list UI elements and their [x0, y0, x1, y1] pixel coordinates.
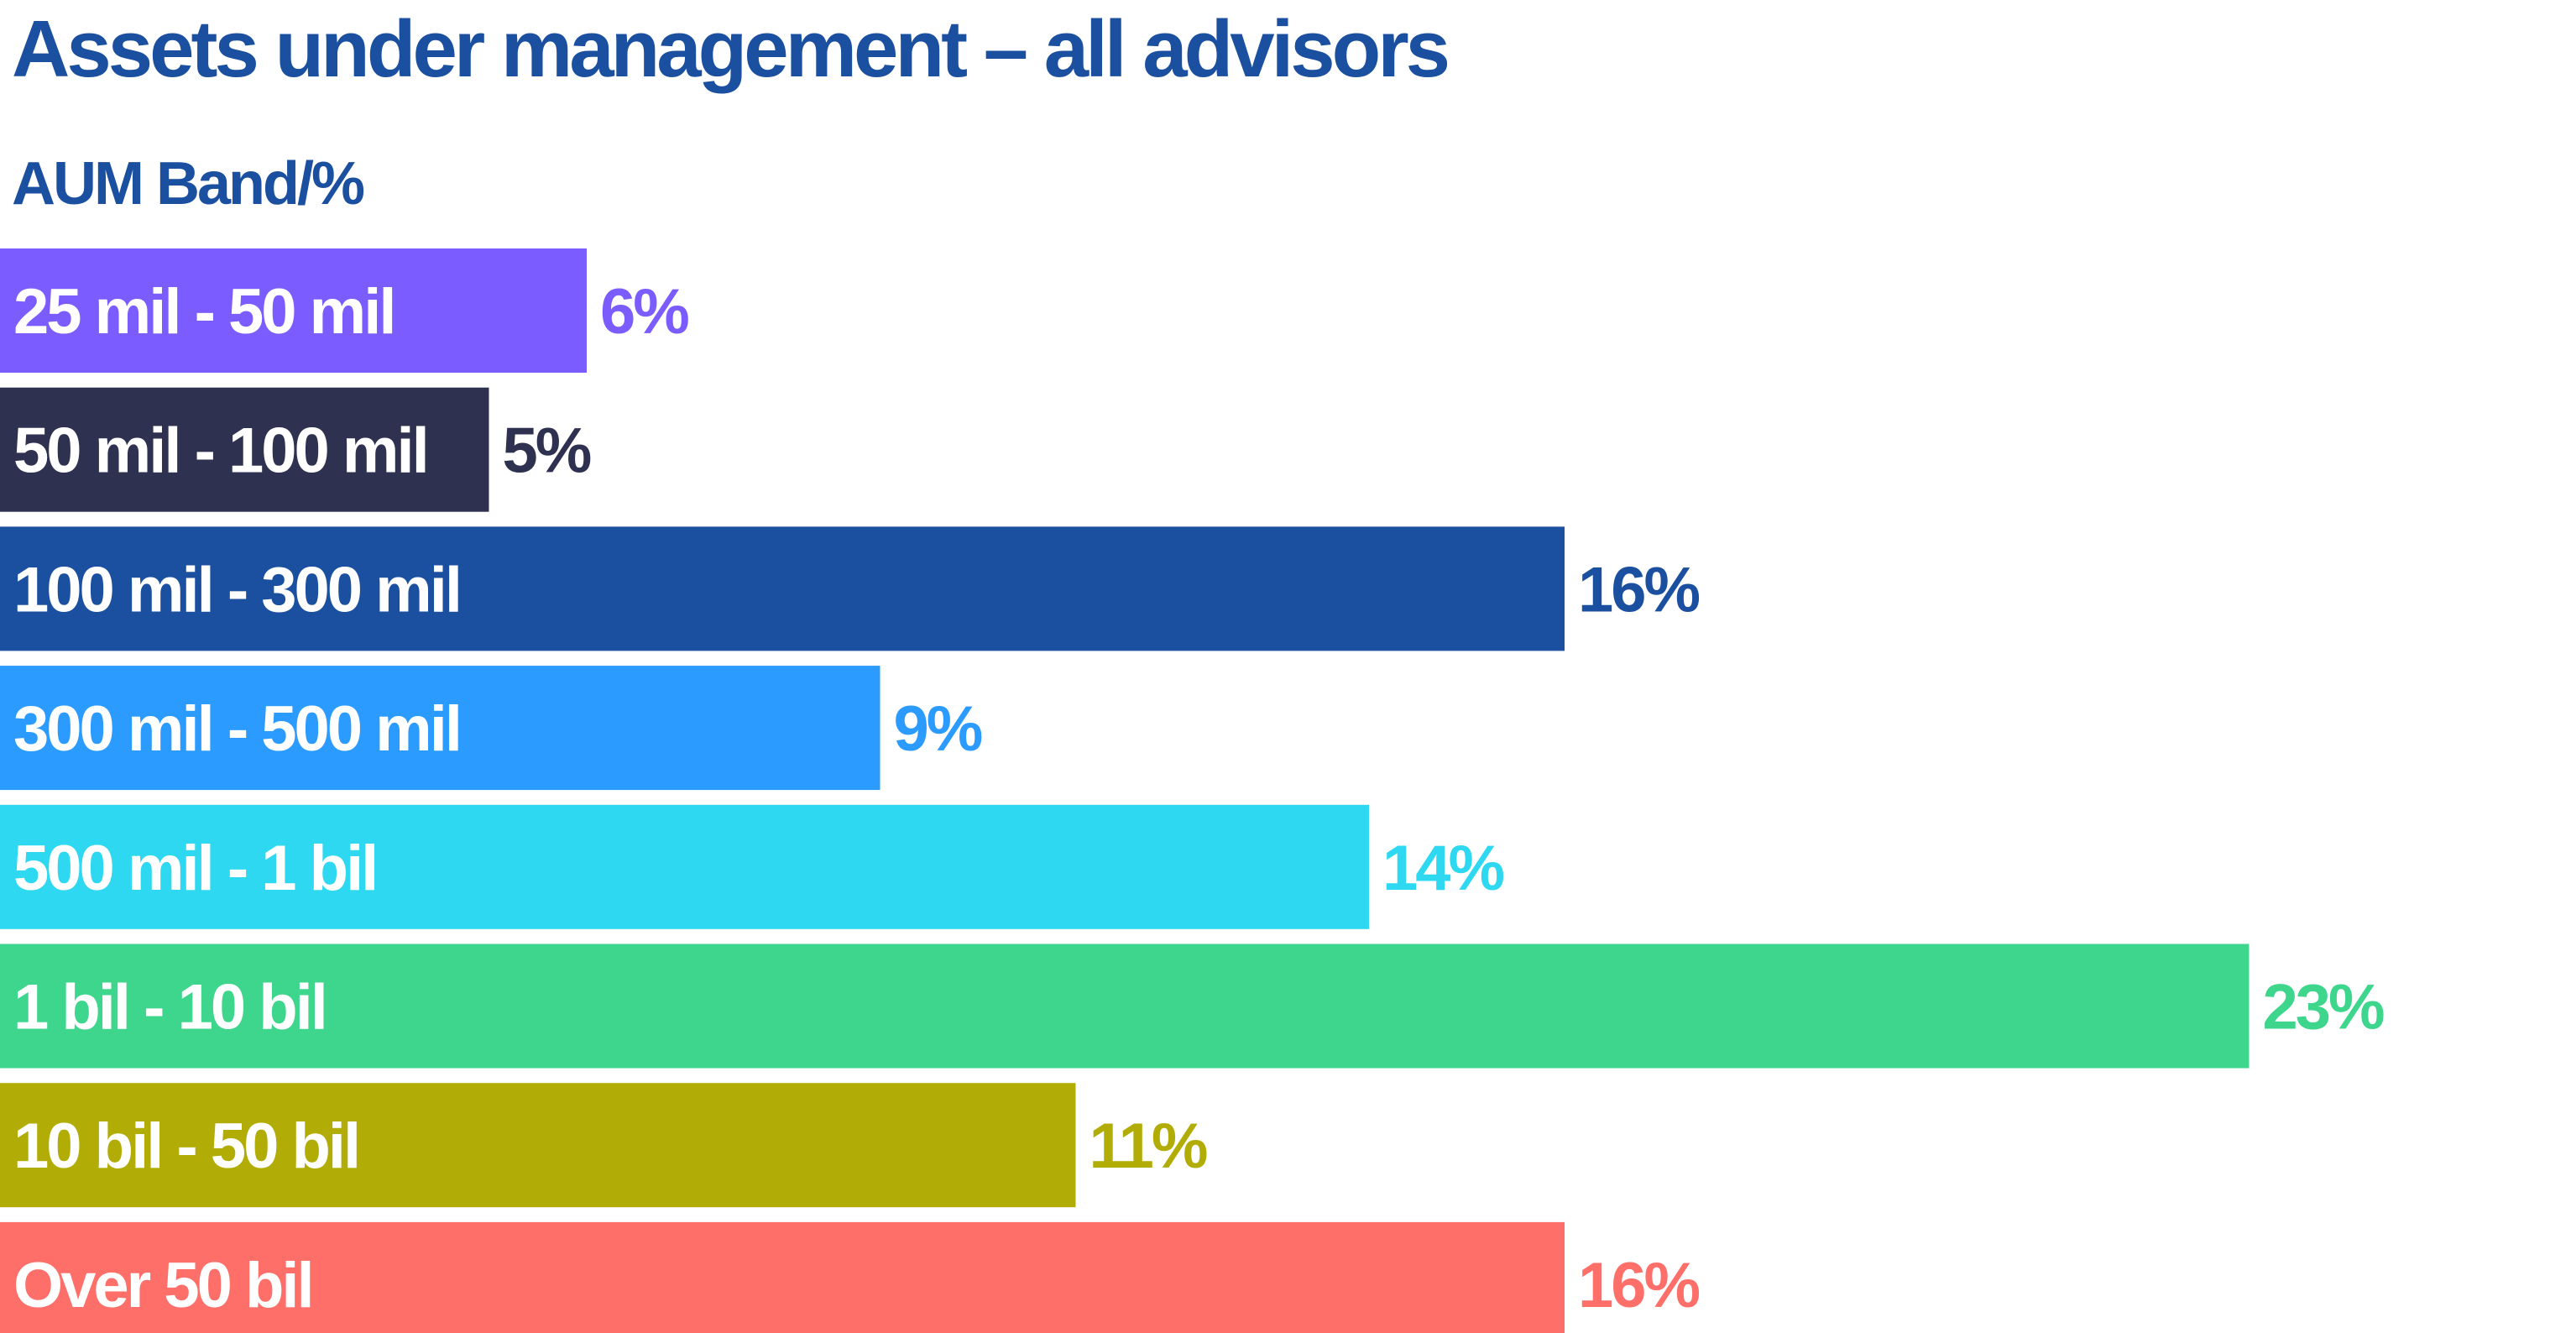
- bar-category-label: 10 bil - 50 bil: [13, 1111, 358, 1182]
- bar-value-label: 11%: [1089, 1111, 1207, 1182]
- bar-value-label: 16%: [1578, 1250, 1700, 1321]
- bar-8: [0, 1221, 1565, 1333]
- bar-value-label: 6%: [600, 276, 688, 348]
- bar-value-label: 23%: [2263, 972, 2385, 1043]
- bar-3: [0, 526, 1565, 651]
- bar-5: [0, 804, 1369, 929]
- bar-7: [0, 1083, 1076, 1208]
- bar-4: [0, 666, 880, 791]
- bar-value-label: 16%: [1578, 554, 1700, 625]
- bar-category-label: 50 mil - 100 mil: [13, 416, 427, 487]
- bar-value-label: 9%: [894, 693, 982, 765]
- bar-6: [0, 944, 2249, 1069]
- chart-title: Assets under management – all advisors: [12, 4, 1450, 94]
- bar-1: [0, 248, 587, 373]
- bar-category-label: 500 mil - 1 bil: [13, 833, 376, 904]
- bar-category-label: Over 50 bil: [13, 1250, 312, 1321]
- bar-category-label: 1 bil - 10 bil: [13, 972, 326, 1043]
- bar-category-label: 300 mil - 500 mil: [13, 693, 460, 765]
- bar-2: [0, 387, 489, 512]
- bar-category-label: 25 mil - 50 mil: [13, 276, 394, 348]
- bar-category-label: 100 mil - 300 mil: [13, 554, 460, 625]
- bar-value-label: 5%: [503, 416, 591, 487]
- bar-value-label: 14%: [1382, 833, 1504, 904]
- axis-label: AUM Band/%: [12, 150, 365, 217]
